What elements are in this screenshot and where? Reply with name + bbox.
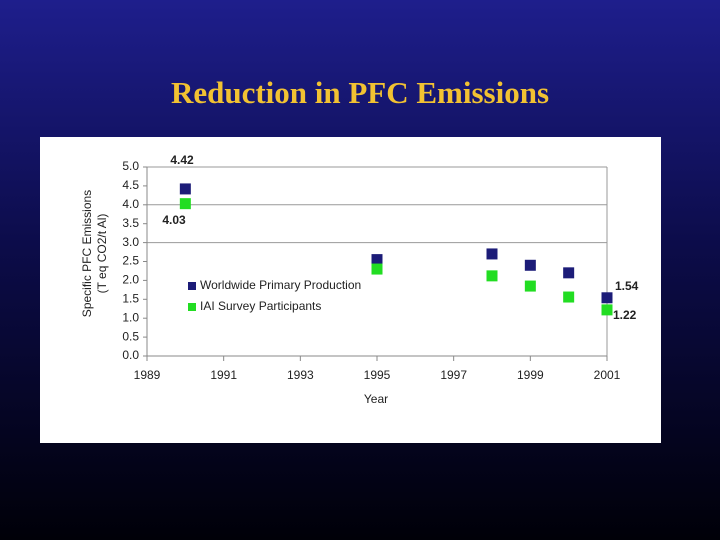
legend-label: Worldwide Primary Production [200,278,361,292]
data-point [371,263,383,275]
y-tick-label: 2.0 [122,273,139,287]
value-label: 1.54 [615,279,639,293]
legend-label: IAI Survey Participants [200,299,321,313]
x-axis-label: Year [364,392,388,406]
x-tick-label: 1993 [287,368,314,382]
y-tick-label: 2.5 [122,254,139,268]
value-label: 1.22 [613,308,637,322]
data-point [524,259,536,271]
x-tick-label: 1997 [440,368,467,382]
data-point [563,291,575,303]
x-tick-label: 1989 [134,368,161,382]
chart-panel [40,137,661,443]
data-point [524,280,536,292]
y-axis-label: (T eq CO2/t Al) [95,214,109,294]
value-label: 4.42 [170,153,194,167]
y-axis-label: Specific PFC Emissions [80,190,94,317]
x-tick-label: 2001 [594,368,621,382]
data-point [179,198,191,210]
data-point [601,292,613,304]
y-tick-label: 0.0 [122,348,139,362]
y-tick-label: 3.0 [122,235,139,249]
x-tick-label: 1995 [364,368,391,382]
y-tick-label: 1.5 [122,291,139,305]
data-point [601,304,613,316]
y-tick-label: 0.5 [122,329,139,343]
legend-marker [188,303,196,311]
x-tick-label: 1999 [517,368,544,382]
data-point [179,183,191,195]
y-tick-label: 4.5 [122,178,139,192]
x-tick-label: 1991 [210,368,237,382]
data-point [563,267,575,279]
chart-title: Reduction in PFC Emissions [171,75,549,110]
y-tick-label: 5.0 [122,159,139,173]
y-tick-label: 1.0 [122,310,139,324]
legend-marker [188,282,196,290]
data-point [486,270,498,282]
data-point [486,248,498,260]
y-tick-label: 4.0 [122,197,139,211]
y-tick-label: 3.5 [122,216,139,230]
data-point [371,254,383,266]
value-label: 4.03 [162,213,186,227]
